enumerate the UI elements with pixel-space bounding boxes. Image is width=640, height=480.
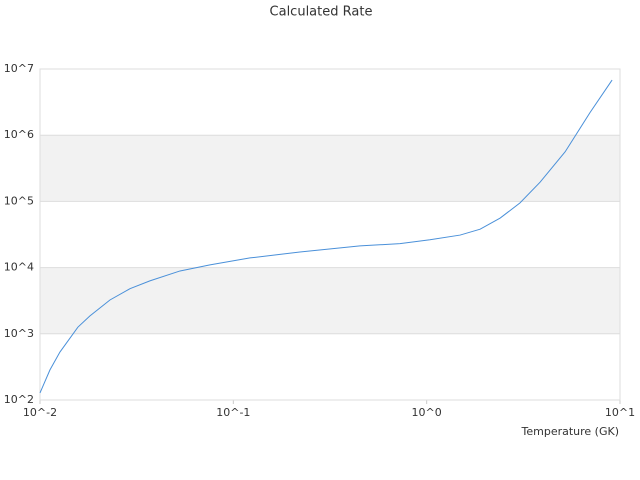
y-tick-label: 10^4: [4, 261, 34, 274]
x-axis-label: Temperature (GK): [521, 425, 620, 438]
grid-band: [40, 135, 620, 202]
chart-title: Calculated Rate: [270, 5, 373, 20]
y-tick-label: 10^6: [4, 128, 34, 141]
grid-band: [40, 267, 620, 334]
x-tick-label: 10^-2: [23, 406, 57, 419]
x-tick-label: 10^0: [412, 406, 442, 419]
line: [39, 79, 613, 394]
y-tick-label: 10^2: [4, 393, 34, 406]
y-tick-label: 10^7: [4, 62, 34, 75]
y-tick-label: 10^3: [4, 327, 34, 340]
y-tick-label: 10^5: [4, 194, 34, 207]
x-tick-label: 10^1: [605, 406, 635, 419]
plot-frame: [39, 68, 621, 401]
x-tick-label: 10^-1: [216, 406, 250, 419]
